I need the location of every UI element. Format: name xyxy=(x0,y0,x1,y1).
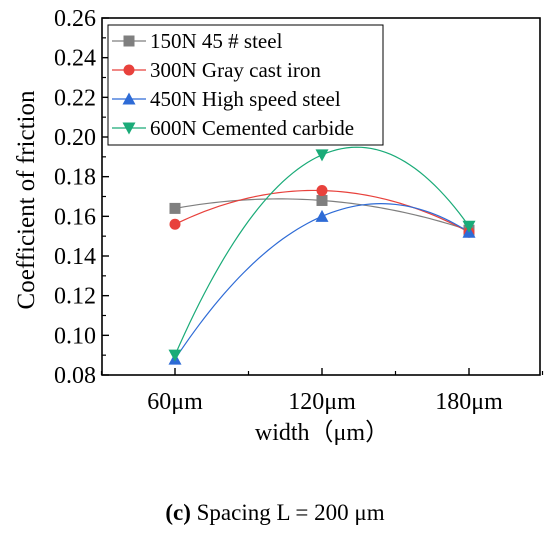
y-tick-label: 0.12 xyxy=(54,284,96,310)
x-tick-label: 60μm xyxy=(147,389,203,415)
y-axis-label: Coefficient of friction xyxy=(13,90,40,309)
y-tick-label: 0.20 xyxy=(54,125,96,151)
y-tick-label: 0.14 xyxy=(54,244,96,270)
series-curves xyxy=(174,146,470,360)
series-markers xyxy=(168,149,476,365)
data-point xyxy=(169,218,181,230)
legend-marker xyxy=(122,92,136,105)
legend-label: 600N Cemented carbide xyxy=(150,116,354,140)
y-tick-label: 0.26 xyxy=(54,6,96,32)
legend-marker xyxy=(123,64,135,76)
series-line-3 xyxy=(174,203,470,360)
y-tick-label: 0.24 xyxy=(54,46,96,72)
legend-label: 150N 45 # steel xyxy=(150,29,283,53)
x-axis-label: width（μm） xyxy=(255,420,389,446)
legend-label: 450N High speed steel xyxy=(150,87,341,111)
caption-text: Spacing L = 200 μm xyxy=(196,500,385,525)
data-point xyxy=(168,349,182,362)
legend-marker xyxy=(122,122,136,135)
y-tick-label: 0.22 xyxy=(54,85,96,111)
series-line-4 xyxy=(174,146,470,356)
data-point xyxy=(315,209,329,222)
y-tick-label: 0.10 xyxy=(54,323,96,349)
data-point xyxy=(315,149,329,162)
legend-marker xyxy=(123,35,135,47)
y-tick-label: 0.08 xyxy=(54,363,96,389)
legend-label: 300N Gray cast iron xyxy=(150,58,321,82)
y-axis-ticks: 0.08 0.10 0.12 0.14 0.16 0.18 0.20 0.22 0.24 0.26 xyxy=(54,6,109,389)
data-point xyxy=(462,220,476,233)
data-point xyxy=(316,185,328,197)
chart: 0.08 0.10 0.12 0.14 0.16 0.18 0.20 0.22 0.24 0.26… xyxy=(13,6,544,446)
y-tick-label: 0.18 xyxy=(54,165,96,191)
y-tick-label: 0.16 xyxy=(54,204,96,230)
figure-caption: (c) Spacing L = 200 μm xyxy=(0,500,550,526)
data-point xyxy=(169,202,181,214)
x-tick-label: 180μm xyxy=(435,389,503,415)
data-point xyxy=(316,194,328,206)
legend-box xyxy=(107,24,384,146)
caption-letter: (c) xyxy=(165,500,191,525)
legend: 150N 45 # steel 300N Gray cast iron 450N H… xyxy=(107,24,384,146)
x-tick-label: 120μm xyxy=(288,389,356,415)
x-axis-ticks: 60μm 120μm 180μm xyxy=(100,368,544,415)
